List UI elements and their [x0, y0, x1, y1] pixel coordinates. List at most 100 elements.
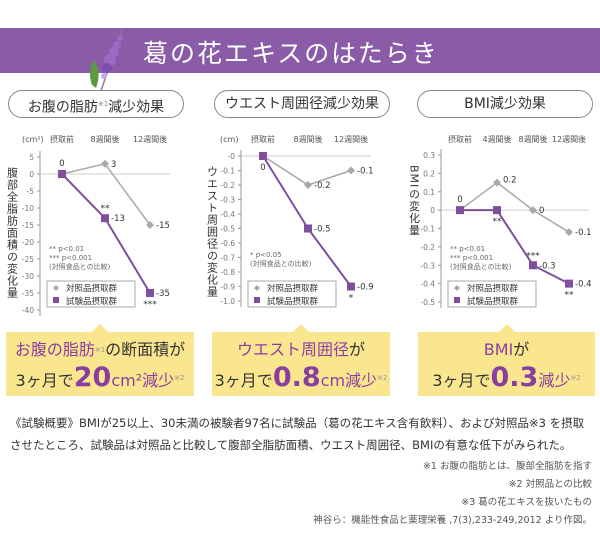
test-point: [456, 206, 464, 215]
abdominal-fat-chart: (cm²) 摂取前 8週間後 12週間後 5 0 -5 -10 -15 -20 -25 -30 -35 -…: [6, 134, 170, 316]
p-value-note: (対照食品との比較): [250, 259, 312, 268]
x-tick-label: 摂取前: [50, 134, 74, 144]
y-tick-label: -0.9: [220, 283, 235, 292]
chart-title-bmi: BMI減少効果: [417, 90, 593, 118]
data-label: 0: [260, 163, 265, 173]
callout-unit: 減少: [538, 371, 571, 390]
legend-test-marker: [454, 297, 460, 303]
bmi-chart: 摂取前 4週間後 8週間後 12週間後 0.3 0.2 0.1 0 -0.1 -0.2 -0.3 -0…: [408, 134, 592, 308]
control-series-line: [262, 155, 352, 186]
test-point: [565, 279, 573, 288]
control-series-line: [459, 181, 570, 233]
x-tick-label: 12週間後: [552, 134, 586, 144]
legend-control-label: 対照品摂取群: [267, 283, 319, 294]
y-tick-label: -0.1: [220, 167, 235, 176]
significance-mark: **: [101, 204, 111, 214]
callout-highlight: お腹の脂肪: [14, 340, 95, 359]
test-point: [347, 282, 355, 291]
footnote-mark: ※1: [97, 100, 109, 108]
y-tick-label: -0.8: [220, 268, 235, 277]
callout-text: の断面積が: [105, 340, 186, 359]
control-point: [347, 166, 355, 175]
callout-highlight: BMI: [483, 340, 514, 359]
data-label: -0.2: [314, 181, 331, 191]
significance-mark: **: [565, 291, 575, 301]
footnote-mark: ※1: [94, 346, 106, 354]
data-label: -0.3: [539, 261, 556, 271]
chart-title-abdominal-fat: お腹の脂肪※1減少効果: [8, 90, 184, 118]
data-label: -0.1: [575, 228, 592, 238]
chart-title-suffix: 減少効果: [108, 99, 165, 116]
control-point: [304, 181, 312, 189]
legend-test-label: 試験品摂取群: [66, 296, 118, 307]
y-tick-label: -0.7: [220, 254, 235, 263]
legend-control-label: 対照品摂取群: [66, 283, 118, 294]
page-title: 葛の花エキスのはたらき: [143, 39, 439, 68]
callout-text: が: [349, 340, 366, 359]
test-point: [493, 206, 501, 215]
waist-chart: (cm) 摂取前 8週間後 12週間後 -0 -0.1 -0.2 -0.3 -0.4 -0.5 -0…: [206, 134, 374, 308]
y-tick-label: -35: [22, 289, 34, 298]
test-point: [101, 214, 109, 223]
legend-test-label: 試験品摂取群: [267, 296, 319, 307]
data-label: 3: [111, 160, 116, 170]
test-point: [529, 261, 537, 270]
data-label: 0.2: [503, 176, 517, 186]
significance-mark: *: [349, 294, 354, 304]
callout-unit: cm²減少: [111, 371, 175, 390]
footnote-mark: ※2: [570, 374, 581, 382]
control-point: [565, 228, 573, 237]
y-tick-label: -40: [22, 306, 34, 315]
data-label: -0.9: [357, 283, 374, 293]
p-value-note: (対照食品との比較): [450, 262, 512, 271]
y-tick-label: 0: [29, 170, 34, 179]
legend-control-marker: [254, 285, 260, 291]
data-label: -13: [111, 214, 125, 224]
citation: 神谷ら：機能性食品と薬理栄養 ,7(3),233-249,2012 より作図。: [313, 515, 592, 526]
control-point: [529, 206, 537, 215]
x-tick-label: 8週間後: [293, 134, 322, 144]
x-tick-label: 8週間後: [518, 134, 547, 144]
y-tick-label: -0.5: [220, 225, 235, 234]
x-tick-label: 摂取前: [251, 134, 275, 144]
x-tick-label: 12週間後: [133, 134, 167, 144]
y-tick-label: -5: [27, 187, 35, 196]
footnotes: ※1 お腹の脂肪とは、腹部全脂肪を指す ※2 対照品との比較 ※3 葛の花エキス…: [313, 458, 592, 530]
test-point: [58, 170, 66, 178]
y-tick-label: 0.2: [423, 169, 435, 178]
legend-box: [447, 280, 537, 308]
control-point: [493, 178, 501, 187]
y-axis-label: ウエスト周囲径の変化量: [206, 166, 219, 298]
x-tick-label: 12週間後: [334, 134, 368, 144]
y-axis-label: BMIの変化量: [408, 165, 421, 236]
callout-value: 0.3: [490, 362, 539, 393]
y-tick-label: -0.6: [220, 239, 235, 248]
p-value-note: ** p<0.01: [450, 245, 485, 253]
y-tick-label: -20: [22, 238, 34, 247]
y-tick-label: -0.3: [220, 196, 235, 205]
y-tick-label: -0.3: [420, 261, 435, 270]
study-summary: 《試験概要》BMIが25以上、30未満の被験者97名に試験品（葛の花エキス含有飲…: [10, 416, 585, 452]
y-tick-label: -30: [22, 272, 34, 281]
data-label: 0: [59, 159, 64, 169]
callout-highlight: ウエスト周囲径: [236, 340, 349, 359]
x-tick-label: 摂取前: [448, 134, 472, 144]
footnote: ※3 葛の花エキスを抜いたもの: [461, 497, 592, 508]
footnote-mark: ※2: [377, 374, 388, 382]
x-tick-label: 4週間後: [482, 134, 511, 144]
y-tick-label: -0: [228, 152, 236, 161]
y-axis-label: 腹部全脂肪面積の変化量: [6, 166, 19, 299]
data-label: -0.4: [575, 280, 592, 290]
callout-text: が: [513, 340, 530, 359]
kudzu-flower-icon: [89, 30, 123, 106]
control-point: [101, 159, 109, 168]
data-label: -0.5: [314, 225, 331, 235]
test-point: [259, 152, 267, 160]
chart-title-waist: ウエスト周囲径減少効果: [214, 90, 390, 118]
callout-text: 3ヶ月で: [432, 371, 491, 390]
callout-bmi: BMIが 3ヶ月で0.3減少※2: [418, 324, 595, 396]
data-label: 0: [539, 206, 544, 216]
y-tick-label: -0.2: [220, 181, 235, 190]
y-tick-label: 0.3: [423, 151, 435, 160]
unit-label: (cm²): [22, 135, 44, 144]
